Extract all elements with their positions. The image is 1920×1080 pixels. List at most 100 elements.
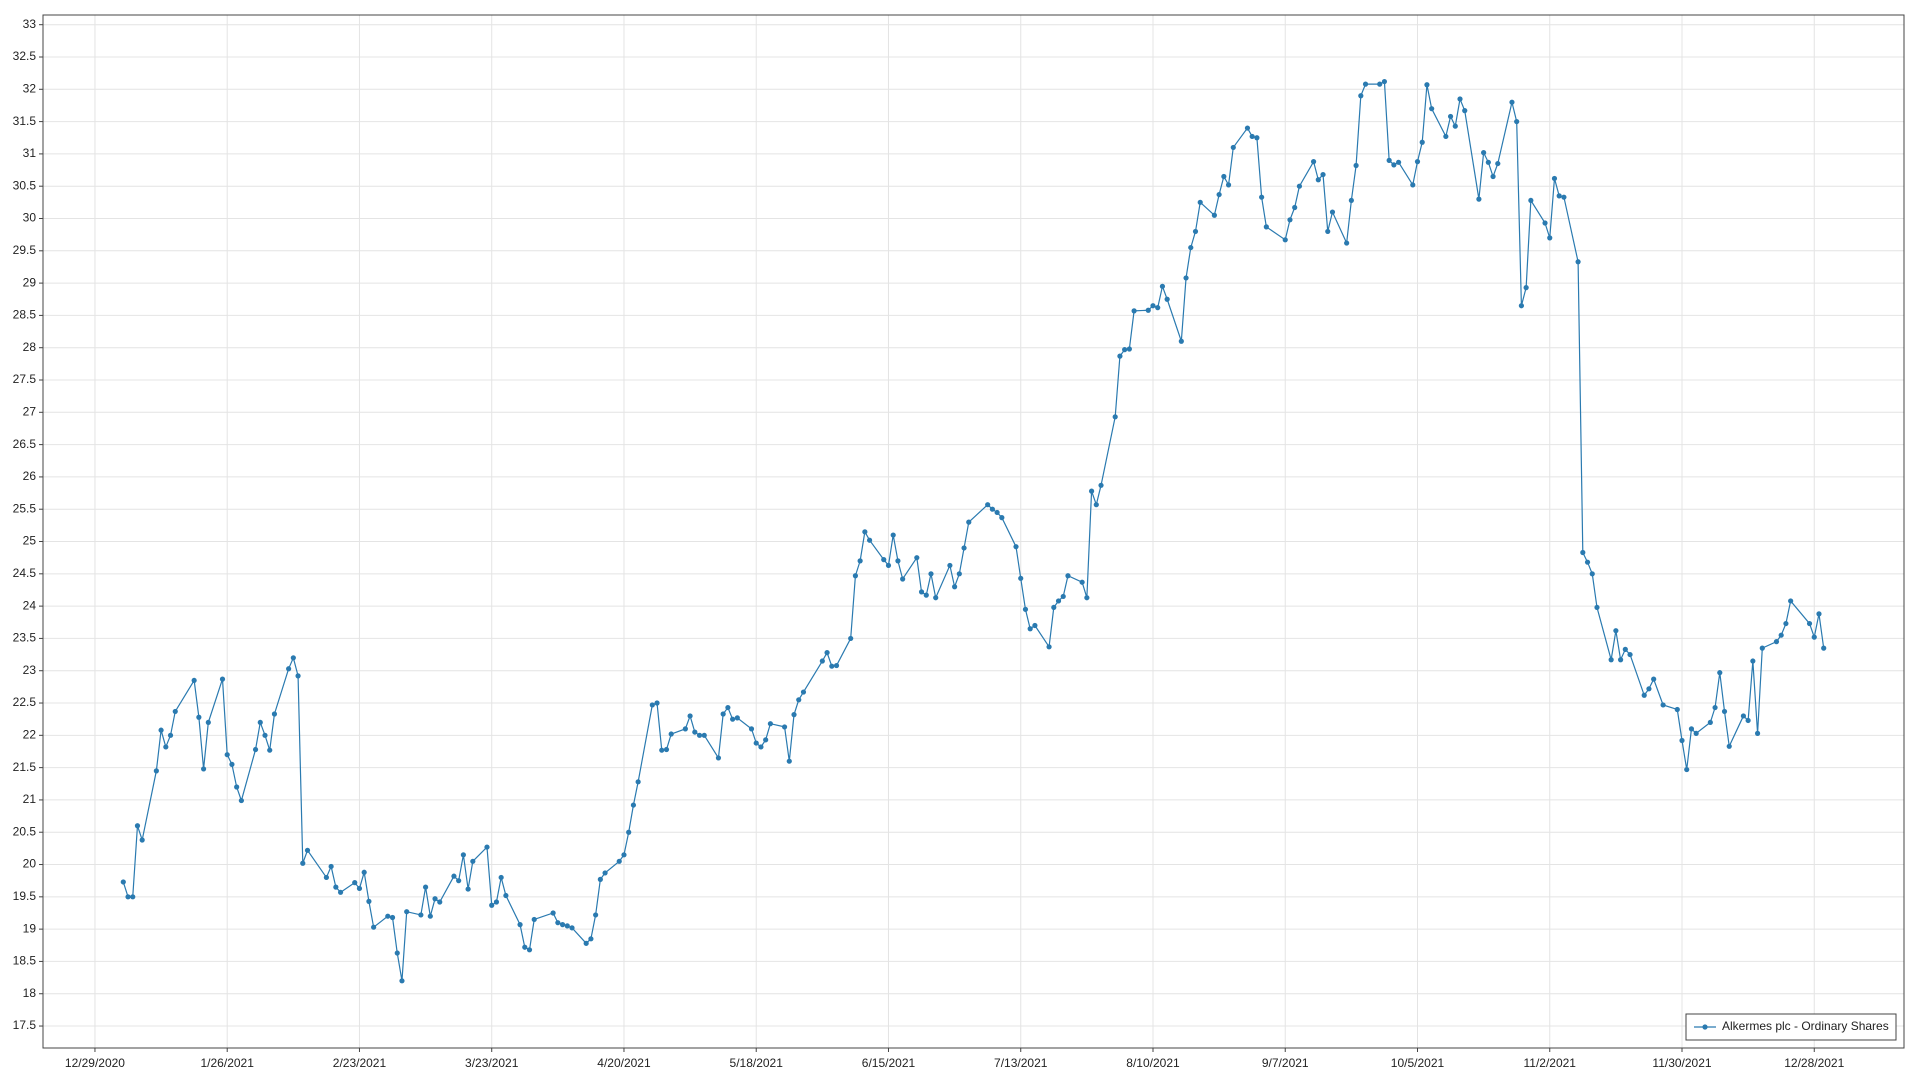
data-point — [134, 823, 141, 829]
data-point — [153, 768, 159, 774]
data-point — [1122, 347, 1128, 353]
data-point — [833, 662, 840, 669]
data-point — [422, 884, 429, 890]
data-point — [158, 727, 164, 733]
data-point — [1230, 144, 1236, 151]
data-point — [1651, 676, 1657, 682]
data-point — [715, 755, 722, 761]
y-tick-label: 22 — [23, 727, 37, 741]
data-point — [1584, 559, 1591, 565]
data-point — [1693, 730, 1699, 736]
data-point — [1462, 108, 1468, 114]
data-point — [1192, 228, 1199, 235]
data-point — [1159, 283, 1166, 289]
data-point — [961, 545, 967, 551]
data-point — [1613, 628, 1619, 634]
data-point — [328, 863, 334, 870]
x-tick-label: 11/2/2021 — [1523, 1056, 1576, 1070]
data-point — [1131, 308, 1137, 314]
data-point — [252, 746, 259, 753]
data-point — [1821, 645, 1827, 651]
data-point — [385, 913, 391, 919]
data-point — [286, 666, 292, 672]
y-tick-label: 31.5 — [13, 114, 37, 128]
data-point — [196, 714, 202, 720]
y-tick-label: 20 — [23, 857, 37, 871]
data-point — [1641, 692, 1647, 698]
data-point — [1296, 183, 1303, 189]
data-point — [862, 529, 868, 535]
data-point — [432, 896, 438, 902]
data-point — [1419, 139, 1425, 145]
data-point — [1806, 620, 1813, 627]
data-point — [1518, 303, 1525, 309]
data-point — [1183, 275, 1189, 281]
y-tick-label: 28.5 — [13, 308, 37, 322]
data-point — [1622, 646, 1628, 653]
data-point — [120, 879, 126, 885]
y-tick-label: 21 — [23, 792, 37, 806]
data-point — [616, 858, 622, 864]
data-point — [1188, 244, 1194, 251]
data-point — [1759, 645, 1765, 651]
data-point — [720, 711, 726, 717]
y-tick-label: 23 — [23, 663, 37, 677]
x-tick-label: 11/30/2021 — [1652, 1056, 1711, 1070]
data-point — [559, 922, 566, 928]
data-point — [1816, 611, 1822, 617]
data-point — [654, 700, 660, 706]
y-tick-label: 24.5 — [13, 566, 37, 580]
y-tick-label: 17.5 — [13, 1018, 37, 1032]
y-tick-label: 29.5 — [13, 243, 37, 257]
y-tick-label: 26.5 — [13, 437, 37, 451]
data-point — [734, 715, 740, 721]
data-point — [356, 885, 363, 892]
data-point — [701, 732, 707, 738]
data-point — [687, 713, 693, 719]
data-point — [1051, 604, 1057, 611]
x-tick-label: 12/29/2020 — [65, 1056, 125, 1070]
data-point — [1225, 182, 1232, 188]
data-point — [1745, 717, 1751, 724]
data-point — [1126, 346, 1132, 352]
data-point — [300, 860, 306, 866]
data-point — [819, 658, 825, 664]
data-point — [1263, 224, 1269, 230]
y-tick-label: 26 — [23, 469, 37, 483]
data-point — [753, 740, 759, 746]
data-point — [257, 719, 263, 726]
data-point — [824, 650, 830, 656]
data-point — [999, 515, 1005, 521]
data-point — [1556, 193, 1562, 199]
y-tick-label: 19.5 — [13, 889, 37, 903]
data-point — [366, 898, 372, 904]
data-point — [1117, 353, 1123, 359]
data-point — [1344, 240, 1350, 246]
data-point — [933, 595, 939, 601]
data-point — [1145, 307, 1151, 313]
y-tick-label: 32 — [23, 81, 37, 95]
data-point — [1485, 159, 1491, 165]
data-point — [371, 924, 377, 930]
data-point — [829, 663, 835, 669]
data-point — [989, 506, 995, 512]
data-point — [852, 573, 859, 579]
data-point — [758, 744, 764, 750]
data-point — [947, 562, 953, 569]
data-point — [1259, 194, 1265, 200]
data-point — [517, 922, 523, 928]
data-point — [659, 747, 665, 753]
data-point — [1717, 670, 1723, 676]
data-point — [1447, 113, 1454, 120]
data-point — [1060, 593, 1066, 600]
data-point — [1707, 719, 1713, 726]
data-point — [550, 910, 556, 916]
data-point — [1249, 133, 1255, 140]
data-point — [682, 726, 688, 732]
data-point — [295, 673, 301, 679]
data-point — [1022, 606, 1029, 612]
data-point — [564, 923, 570, 929]
data-point — [786, 758, 792, 764]
data-point — [1679, 737, 1685, 744]
